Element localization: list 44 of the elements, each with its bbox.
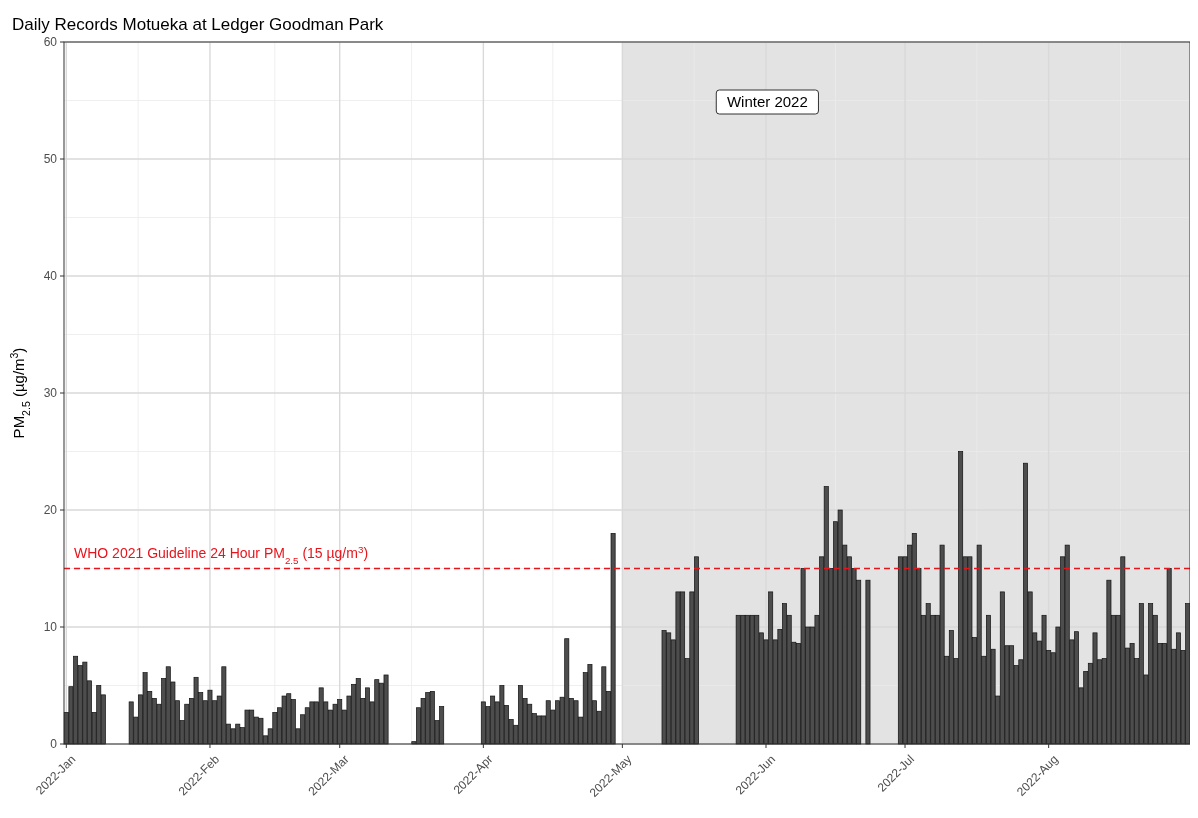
chart-title: Daily Records Motueka at Ledger Goodman Park	[12, 15, 384, 34]
y-tick-label: 10	[43, 620, 58, 635]
bar	[383, 674, 389, 745]
bar	[939, 544, 945, 745]
bar	[281, 695, 287, 745]
bar	[967, 556, 973, 745]
y-tick-label: 50	[43, 152, 58, 167]
bar	[545, 700, 551, 745]
bar	[800, 568, 806, 745]
y-tick-label: 0	[50, 737, 58, 752]
y-tick-label: 60	[43, 35, 58, 50]
bar	[1106, 579, 1112, 745]
bar	[258, 717, 264, 745]
bar	[1166, 568, 1172, 745]
bar	[661, 630, 667, 745]
bar	[610, 533, 616, 745]
bar	[1092, 632, 1098, 745]
bar	[1041, 614, 1047, 745]
bar	[536, 715, 542, 745]
bar	[142, 672, 148, 745]
bar	[1129, 643, 1135, 745]
ref-line-label: WHO 2021 Guideline 24 Hour PM$_{2.5}$ (15 µg/m$^{3}$)	[74, 543, 369, 565]
bar	[207, 689, 213, 745]
bar	[193, 676, 199, 745]
bar	[865, 579, 871, 745]
y-tick-label: 20	[43, 503, 58, 518]
bar	[244, 709, 250, 745]
bar	[675, 591, 681, 745]
bar	[749, 614, 755, 745]
bar	[573, 700, 579, 745]
bar	[976, 544, 982, 745]
bar	[429, 691, 435, 745]
bar	[1064, 544, 1070, 745]
bar	[332, 703, 338, 745]
bar	[1138, 603, 1144, 745]
band-label: Winter 2022	[726, 93, 808, 110]
bar	[309, 701, 315, 745]
bar	[499, 685, 505, 745]
bar	[128, 701, 134, 745]
bar	[925, 603, 931, 745]
bar	[587, 664, 593, 745]
bar	[735, 614, 741, 745]
y-tick-label: 30	[43, 386, 58, 401]
y-tick-label: 40	[43, 269, 58, 284]
